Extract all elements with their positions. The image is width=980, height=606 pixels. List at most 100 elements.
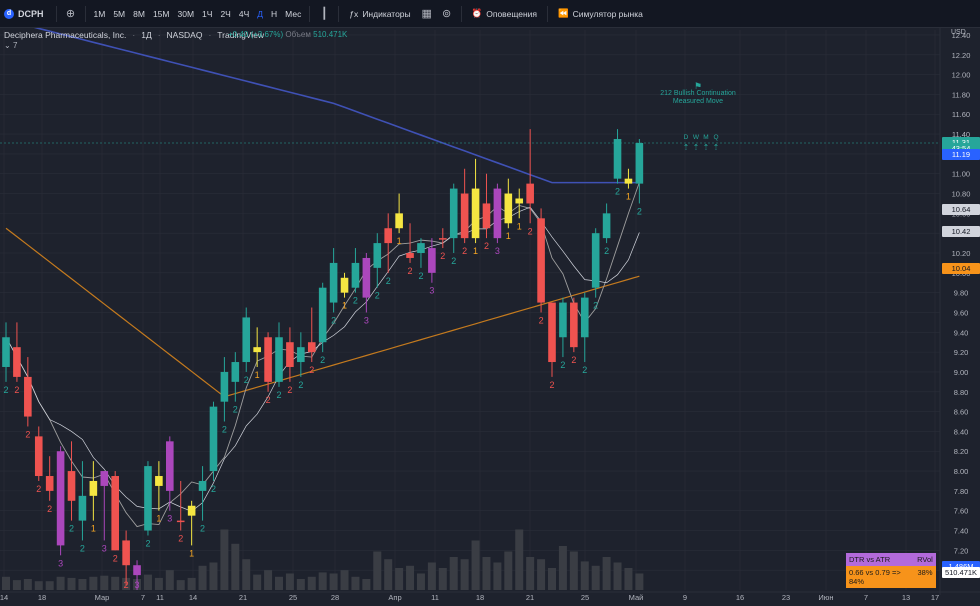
y-tick-label: 9.60 [954, 308, 969, 317]
volume-bar [373, 551, 382, 590]
ma-200-line [33, 28, 640, 184]
strat-label: 3 [364, 315, 369, 325]
x-tick-label: 14 [0, 593, 8, 602]
signal-annotation: ⚑ 212 Bullish Continuation Measured Move [658, 82, 738, 106]
strat-label: 2 [276, 390, 281, 400]
x-tick-label: 17 [931, 593, 939, 602]
strat-label: 2 [287, 385, 292, 395]
candle-body [198, 480, 207, 491]
indicators-collapse[interactable]: ⌄ 7 [4, 41, 17, 50]
up-arrow-icon: ⇡ [683, 143, 690, 152]
y-tick-label: 12.20 [952, 51, 971, 60]
strat-label: 3 [135, 580, 140, 590]
price-axis-label: 10.04 [942, 263, 980, 275]
price-chart[interactable]: 12.4012.2012.0011.8011.6011.4011.2011.00… [0, 28, 980, 606]
volume-bar [460, 559, 469, 590]
up-arrow-icon: ⇡ [703, 143, 710, 152]
strat-label: 2 [113, 553, 118, 563]
volume-bar [253, 574, 262, 590]
volume-bar [111, 576, 120, 590]
timeframe-letter: Q [713, 134, 718, 141]
strat-label: 2 [25, 429, 30, 439]
interval-4[interactable]: 30М [177, 8, 195, 19]
interval-5[interactable]: 1Ч [202, 8, 213, 19]
candle-body [602, 213, 611, 239]
price-axis-label: 1.486M [942, 560, 980, 572]
volume-bar [362, 579, 371, 590]
interval-7[interactable]: 4Ч [238, 8, 250, 19]
candle-body [111, 476, 119, 551]
y-tick-label: 11.40 [952, 130, 970, 139]
company-name: Deciphera Pharmaceuticals, Inc. [4, 30, 127, 40]
interval-1[interactable]: 5М [113, 8, 126, 19]
alerts-label: Оповещения [486, 8, 537, 19]
x-tick-label: 7 [864, 593, 868, 602]
candle-body [537, 218, 545, 303]
interval-6[interactable]: 2Ч [220, 8, 231, 19]
x-tick-label: Мар [95, 593, 110, 602]
templates-icon[interactable]: ⊚ [442, 8, 452, 20]
volume-bar [384, 559, 393, 590]
dtr-table-header: DTR vs ATR RVol [846, 553, 936, 566]
strat-label: 2 [233, 405, 238, 415]
candle-body [24, 376, 32, 417]
x-tick-label: 11 [156, 593, 164, 602]
indicators-button[interactable]: ƒx Индикаторы [343, 9, 416, 19]
interval-10[interactable]: Мес [285, 8, 302, 19]
x-tick-label: 21 [526, 593, 534, 602]
divider [547, 5, 548, 22]
volume-bar [176, 580, 185, 590]
candle-body [493, 188, 502, 239]
candle-body [2, 337, 10, 367]
volume-bar [100, 575, 109, 590]
legend-dot: · [132, 30, 136, 40]
candle-body [570, 302, 578, 348]
volume-bar [143, 574, 152, 590]
strat-label: 1 [189, 548, 194, 558]
symbol-search[interactable]: d DCPH [0, 8, 52, 19]
interval-9[interactable]: Н [271, 8, 278, 19]
strat-label: 2 [637, 206, 642, 216]
interval-2[interactable]: 8М [133, 8, 145, 19]
y-tick-label: 7.20 [954, 546, 969, 555]
add-symbol-icon[interactable]: ⊕ [65, 8, 76, 20]
strat-label: 1 [397, 236, 402, 246]
volume-bar [493, 562, 502, 590]
dtr-value-left: 0.66 vs 0.79 => 84% [846, 566, 914, 588]
strat-label: 2 [560, 360, 565, 370]
candle-body [384, 228, 392, 244]
candle-body [329, 262, 338, 303]
strat-label: 2 [178, 534, 183, 544]
volume-bar [569, 551, 578, 590]
indicators-label: Индикаторы [362, 8, 411, 19]
chart-legend: Deciphera Pharmaceuticals, Inc. · 1Д · N… [4, 30, 264, 40]
candle-body [89, 480, 98, 496]
interval-0[interactable]: 1М [93, 8, 106, 19]
volume-bar [449, 557, 458, 590]
currency-label: USD [951, 29, 966, 36]
x-tick-label: Апр [388, 593, 401, 602]
price-axis-label: 11.19 [942, 149, 980, 161]
strat-label: 3 [429, 286, 434, 296]
layouts-icon[interactable]: ▦ [421, 8, 432, 20]
candles-style-icon[interactable]: ┃ [321, 8, 328, 20]
volume-bar [23, 579, 32, 590]
strat-label: 2 [14, 385, 19, 395]
strat-label: 2 [408, 266, 413, 276]
candle-body [515, 198, 524, 204]
volume-bar [340, 570, 349, 590]
volume-bar [78, 579, 87, 590]
y-tick-label: 8.80 [954, 388, 969, 397]
replay-button[interactable]: ⏪ Симулятор рынка [552, 8, 649, 19]
interval-8[interactable]: Д [257, 8, 264, 19]
strat-label: 2 [298, 380, 303, 390]
candle-body [176, 520, 185, 523]
symbol-name: DCPH [18, 8, 44, 19]
strat-label: 1 [91, 524, 96, 534]
alerts-button[interactable]: ⏰ Оповещения [466, 8, 543, 19]
strat-label: 2 [320, 355, 325, 365]
signal-title: 212 Bullish Continuation [660, 90, 736, 97]
candle-body [100, 471, 109, 486]
y-tick-label: 7.60 [954, 507, 969, 516]
interval-3[interactable]: 15М [152, 8, 170, 19]
